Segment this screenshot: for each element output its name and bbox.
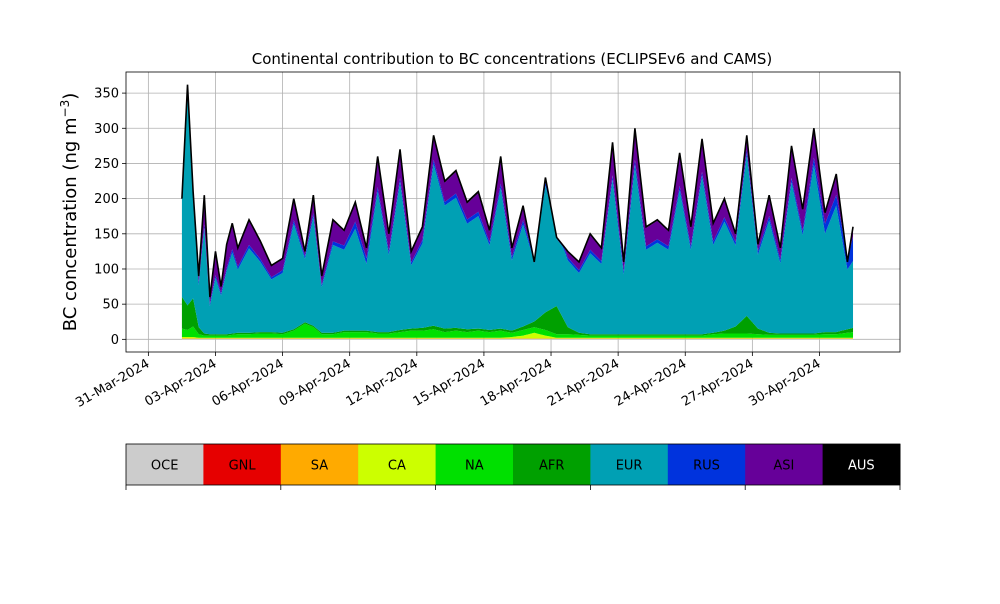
legend-label-eur: EUR — [616, 459, 643, 474]
x-tick-label: 31-Mar-2024 — [73, 356, 152, 410]
x-tick-label: 21-Apr-2024 — [545, 356, 622, 409]
y-tick-label: 0 — [111, 333, 119, 348]
colorbar-legend: OCE GNL SA CA NA AFR EUR RUS ASI AUS — [126, 444, 901, 490]
y-tick-label: 250 — [94, 157, 119, 172]
y-axis-label-close: ) — [60, 93, 81, 100]
legend-label-aus: AUS — [848, 459, 875, 474]
y-axis-label-main: BC concentration (ng m — [60, 117, 81, 331]
x-tick-label: 09-Apr-2024 — [277, 356, 354, 409]
x-tick-label: 30-Apr-2024 — [746, 356, 823, 409]
legend-label-asi: ASI — [773, 459, 794, 474]
legend-label-sa: SA — [311, 459, 328, 474]
chart-title: Continental contribution to BC concentra… — [252, 50, 773, 68]
x-tick-label: 15-Apr-2024 — [411, 356, 488, 409]
x-tick-label: 06-Apr-2024 — [209, 356, 286, 409]
x-tick-label: 27-Apr-2024 — [679, 356, 756, 409]
x-tick-label: 18-Apr-2024 — [478, 356, 555, 409]
legend-label-gnl: GNL — [229, 459, 257, 474]
x-tick-label: 03-Apr-2024 — [142, 356, 219, 409]
legend-label-ca: CA — [388, 459, 406, 474]
y-tick-label: 100 — [94, 262, 119, 277]
y-tick-label: 350 — [94, 87, 119, 102]
y-tick-label: 200 — [94, 192, 119, 207]
legend-label-na: NA — [465, 459, 484, 474]
y-axis-label-unit-exponent: −3 — [58, 100, 72, 118]
y-tick-label: 300 — [94, 122, 119, 137]
y-tick-label: 50 — [102, 298, 119, 313]
x-tick-labels: 31-Mar-202403-Apr-202406-Apr-202409-Apr-… — [73, 356, 823, 410]
y-axis-label: BC concentration (ng m−3) — [58, 93, 81, 332]
x-tick-label: 12-Apr-2024 — [344, 356, 421, 409]
y-tick-labels: 0 50 100 150 200 250 300 350 — [94, 87, 119, 348]
legend-label-rus: RUS — [693, 459, 720, 474]
legend-label-afr: AFR — [539, 459, 564, 474]
legend-label-oce: OCE — [151, 459, 179, 474]
x-tick-label: 24-Apr-2024 — [612, 356, 689, 409]
y-tick-label: 150 — [94, 227, 119, 242]
